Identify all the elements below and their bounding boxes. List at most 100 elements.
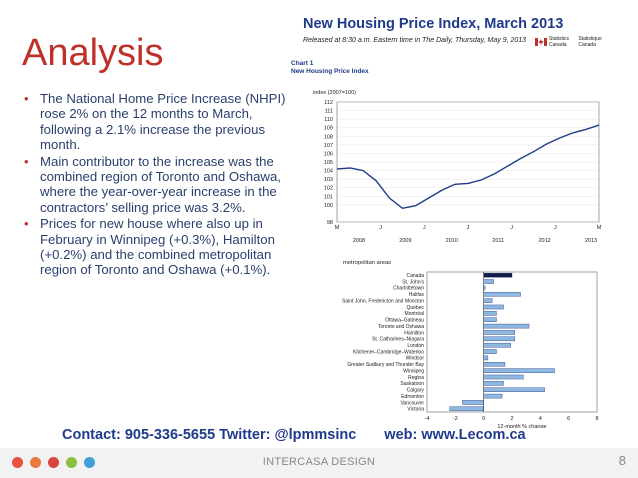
y-tick-label: 104	[324, 169, 333, 175]
x-month-tick: J	[467, 225, 470, 231]
x-year-tick: 2012	[538, 238, 550, 244]
y-tick-label: 107	[324, 143, 333, 149]
y-tick-label: 108	[324, 134, 333, 140]
bar	[483, 279, 494, 284]
bar	[483, 304, 504, 310]
bar	[483, 330, 516, 335]
y-tick-label: 109	[324, 126, 333, 132]
chart-title: New Housing Price Index	[291, 68, 369, 75]
category-label: Greater Sudbury and Thunder Bay	[347, 362, 424, 368]
category-label: Kitchener–Cambridge–Waterloo	[353, 349, 424, 355]
bar	[483, 355, 489, 361]
y-tick-label: 102	[324, 186, 333, 192]
slide-title: Analysis	[22, 32, 164, 74]
category-label: Montréal	[405, 311, 424, 317]
x-year-tick: 2011	[492, 238, 504, 244]
bullet-list: • The National Home Price Increase (NHPI)…	[22, 91, 294, 279]
bar	[483, 387, 545, 392]
category-label: Edmonton	[401, 394, 424, 400]
x-tick-label: -4	[425, 416, 430, 422]
bullet-text: Main contributor to the increase was the…	[40, 153, 281, 215]
bar	[483, 368, 555, 373]
bar	[483, 336, 516, 342]
page-number: 8	[618, 453, 626, 468]
footer-dot-icon	[12, 457, 23, 468]
bullet-item: • The National Home Price Increase (NHPI)…	[22, 91, 294, 153]
footer-bar	[0, 448, 638, 478]
x-tick-label: 8	[595, 416, 598, 422]
x-year-tick: 2008	[353, 238, 365, 244]
bar	[483, 342, 511, 348]
contact-text: Contact: 905-336-5655 Twitter: @lpmmsinc	[62, 427, 357, 443]
bullet-dot-icon: •	[24, 91, 29, 106]
y-tick-label: 111	[325, 109, 333, 115]
web-link[interactable]: web: www.Lecom.ca	[384, 427, 526, 443]
category-label: St. John's	[402, 279, 424, 285]
x-axis-label: 12-month % change	[497, 424, 546, 428]
bar-chart-title: metropolitan areas	[343, 260, 391, 266]
agency-fr: Statistique Canada	[578, 36, 602, 48]
bar	[483, 362, 506, 367]
y-tick-label: 98	[327, 220, 333, 226]
bullet-item: • Prices for new house where also up in F…	[22, 216, 294, 278]
x-year-tick: 2010	[446, 238, 458, 244]
category-label: Toronto and Oshawa	[378, 324, 424, 330]
category-label: Canada	[406, 273, 424, 279]
x-year-tick: 2013	[585, 238, 597, 244]
nhpi-series-line	[336, 124, 600, 210]
bullet-dot-icon: •	[24, 153, 29, 169]
bar	[483, 298, 493, 303]
y-tick-label: 106	[324, 151, 333, 157]
bar	[483, 323, 530, 329]
y-tick-label: 112	[324, 100, 333, 106]
category-label: Windsor	[406, 356, 425, 362]
bullet-text: Prices for new house where also up in Fe…	[40, 216, 275, 278]
x-month-tick: J	[510, 225, 513, 231]
category-label: Calgary	[407, 388, 425, 394]
footer-dot-icon	[30, 457, 41, 468]
bullet-item: • Main contributor to the increase was th…	[22, 154, 294, 216]
x-year-tick: 2009	[399, 238, 411, 244]
bar	[483, 393, 503, 399]
x-tick-label: 2	[510, 416, 513, 422]
footer-dot-icon	[84, 457, 95, 468]
x-month-tick: J	[379, 225, 382, 231]
nhpi-line-chart: index (2007=100) 98 100 101 102 103 104 105 106 1…	[313, 90, 602, 244]
bar	[462, 400, 484, 405]
category-label: Regina	[408, 375, 424, 381]
category-label: Québec	[406, 305, 424, 311]
category-label: Saskatoon	[400, 381, 424, 387]
category-label: Winnipeg	[403, 368, 424, 374]
category-label: Halifax	[409, 292, 425, 298]
release-title: New Housing Price Index, March 2013	[303, 16, 564, 32]
x-tick-label: 0	[482, 416, 485, 422]
category-label: Charlottetown	[393, 286, 424, 292]
release-subtitle: Released at 8:30 a.m. Eastern time in Th…	[303, 37, 527, 44]
footer-dot-icon	[48, 457, 59, 468]
bar	[483, 349, 497, 354]
x-tick-label: 6	[567, 416, 570, 422]
y-tick-label: 103	[324, 177, 333, 183]
category-label: London	[407, 343, 424, 349]
y-tick-label: 100	[324, 203, 333, 209]
x-month-tick: J	[554, 225, 557, 231]
category-label: Vancouver	[400, 400, 424, 406]
contact-line: Contact: 905-336-5655 Twitter: @lpmmsinc…	[62, 427, 526, 443]
bar	[483, 374, 524, 380]
bar	[483, 317, 497, 322]
footer-text: INTERCASA DESIGN	[262, 456, 376, 468]
plot-frame	[426, 271, 598, 413]
bar	[483, 272, 513, 278]
x-month-tick: M	[335, 225, 340, 231]
canada-flag-icon	[535, 38, 547, 46]
category-label: Saint John, Fredericton and Moncton	[342, 298, 424, 304]
y-tick-label: 105	[324, 160, 333, 166]
category-label: Hamilton	[404, 330, 424, 336]
x-tick-label: 4	[539, 416, 542, 422]
y-tick-label: 110	[324, 117, 333, 123]
category-label: St. Catharines–Niagara	[372, 337, 424, 343]
x-month-tick: J	[423, 225, 426, 231]
y-tick-label: 101	[324, 194, 333, 200]
footer-dot-icon	[66, 457, 77, 468]
